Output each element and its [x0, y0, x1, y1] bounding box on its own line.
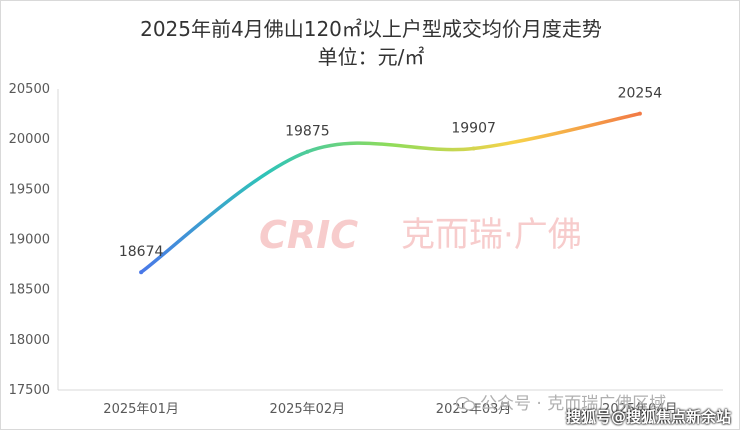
x-axis-ticks: 2025年01月 2025年02月 2025年03月 2025年04月 [103, 402, 677, 417]
y-tick-label: 17500 [9, 383, 50, 398]
data-label: 19875 [285, 124, 330, 140]
y-tick-label: 18000 [9, 333, 50, 348]
data-label: 18674 [119, 244, 164, 260]
data-point [139, 270, 144, 275]
wechat-watermark: 公众号 · 克而瑞广佛区域 [456, 389, 666, 414]
chart-subtitle: 单位：元/㎡ [317, 45, 425, 69]
x-tick-label: 2025年02月 [270, 402, 346, 417]
x-tick-label: 2025年03月 [436, 402, 512, 417]
y-tick-label: 20000 [9, 132, 50, 147]
data-label: 19907 [451, 120, 496, 136]
y-tick-label: 18500 [9, 283, 50, 298]
watermark: CRIC 克而瑞·广佛 [259, 213, 582, 257]
data-point [305, 149, 310, 154]
wechat-icon [456, 397, 476, 411]
y-tick-label: 20500 [9, 82, 50, 97]
y-tick-label: 19000 [9, 233, 50, 248]
data-point [471, 146, 476, 151]
watermark-brand-latin: CRIC [259, 213, 358, 257]
y-tick-label: 19500 [9, 182, 50, 197]
data-label: 20254 [618, 86, 663, 102]
sohu-watermark: 搜狐号@搜狐焦点新余站 [565, 408, 731, 426]
y-axis-ticks: 17500 18000 18500 19000 19500 20000 20500 [9, 82, 50, 398]
x-tick-label: 2025年04月 [602, 402, 678, 417]
series-line [139, 111, 642, 274]
data-points [139, 111, 642, 275]
wechat-watermark-text: 公众号 · 克而瑞广佛区域 [480, 394, 667, 414]
x-tick-label: 2025年01月 [103, 402, 179, 417]
data-point [637, 111, 642, 116]
data-labels: 18674 19875 19907 20254 [119, 86, 662, 261]
watermark-brand-cn: 克而瑞·广佛 [401, 215, 582, 255]
chart-title: 2025年前4月佛山120㎡以上户型成交均价月度走势 [140, 17, 602, 41]
